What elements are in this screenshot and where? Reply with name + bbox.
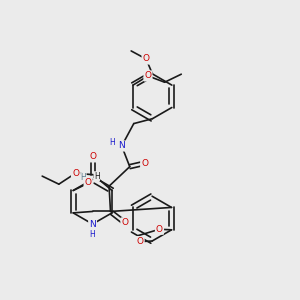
Text: O: O: [156, 225, 163, 234]
Text: O: O: [136, 237, 144, 246]
Text: O: O: [122, 218, 128, 227]
Text: O: O: [72, 169, 79, 178]
Text: O: O: [142, 55, 150, 64]
Text: O: O: [145, 71, 152, 80]
Text: H: H: [109, 138, 115, 147]
Text: O: O: [90, 152, 97, 161]
Text: H: H: [94, 172, 100, 181]
Text: O: O: [85, 178, 92, 187]
Text: N: N: [118, 142, 125, 151]
Text: N: N: [89, 220, 96, 229]
Text: O: O: [141, 159, 148, 168]
Text: H: H: [80, 173, 86, 182]
Text: H: H: [89, 230, 95, 239]
